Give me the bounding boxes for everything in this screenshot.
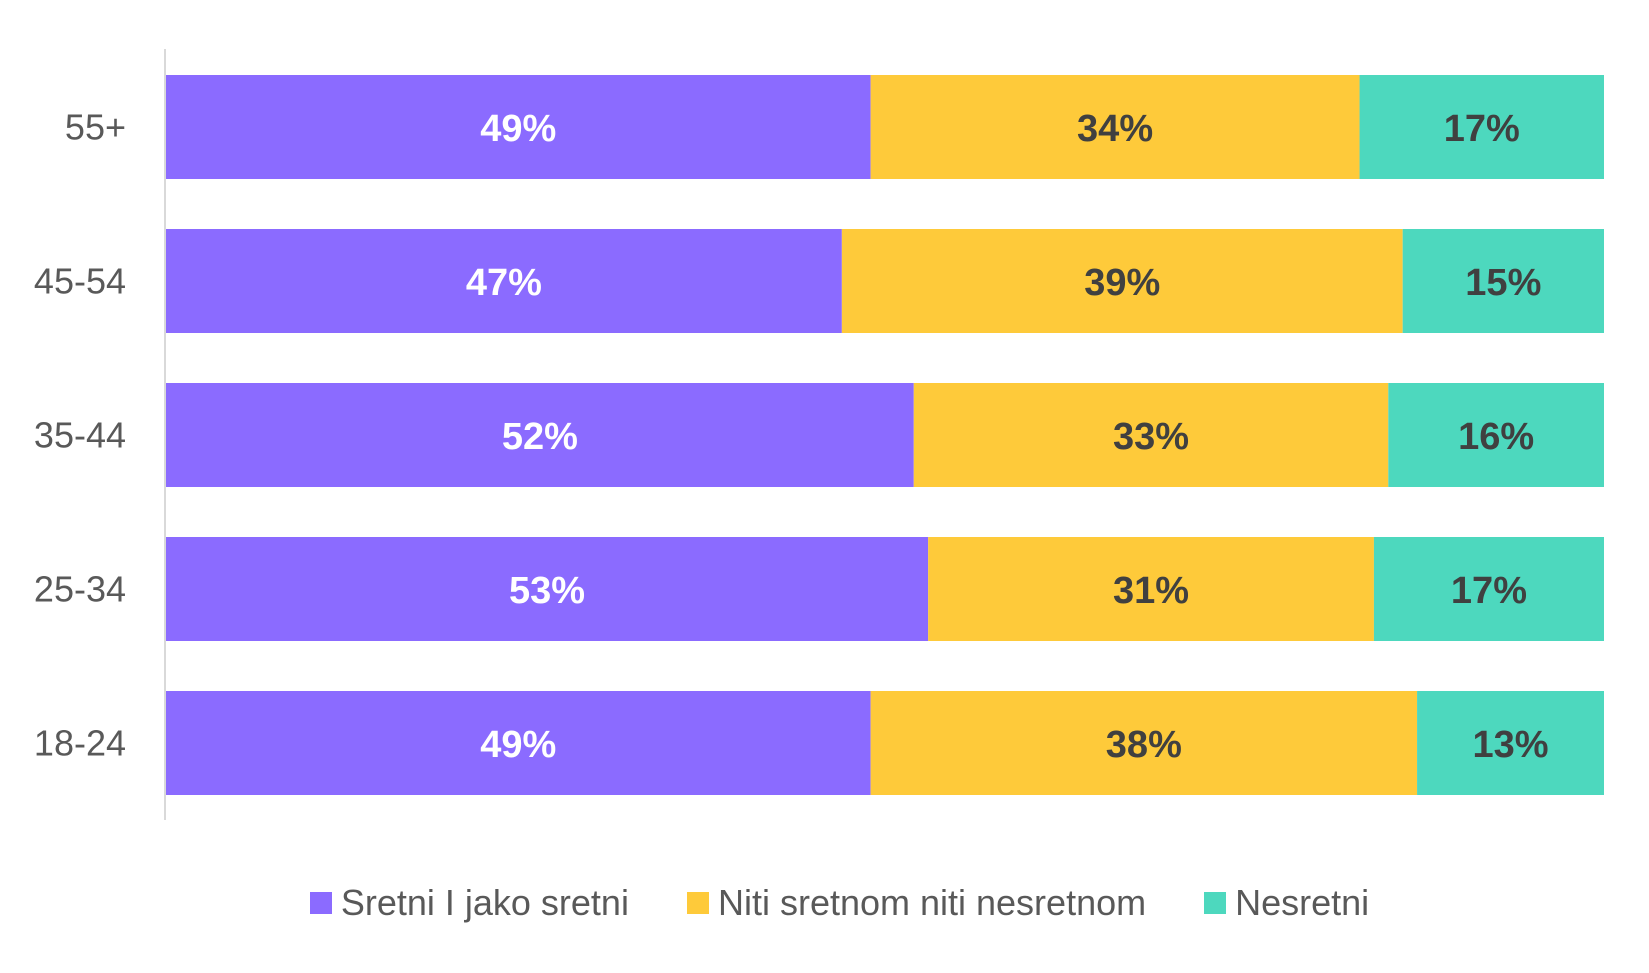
category-label-55plus: 55+	[65, 107, 126, 148]
legend-item-niti: Niti sretnom niti nesretnom	[686, 882, 1147, 924]
bar-35-44-series-0	[166, 383, 914, 487]
chart: 55+ 49% 34% 17% 45-54 47% 39% 15% 35-44 52% 33% 16%…	[34, 49, 1604, 820]
bar-35-44-series-1	[913, 383, 1389, 487]
value-label-55plus-series-1: 34%	[1077, 108, 1153, 150]
bar-25-34-series-2	[1373, 537, 1604, 641]
bar-55plus-series-0	[166, 75, 871, 179]
category-label-35-44: 35-44	[34, 415, 126, 456]
value-label-25-34-series-2: 17%	[1451, 570, 1527, 612]
bar-18-24-series-2	[1417, 691, 1604, 795]
category-label-25-34: 25-34	[34, 569, 126, 610]
legend-item-nesretni: Nesretni	[1204, 882, 1369, 924]
bar-45-54-series-1	[841, 229, 1403, 333]
value-label-35-44-series-0: 52%	[502, 416, 578, 458]
value-label-18-24-series-1: 38%	[1106, 724, 1182, 766]
bars-layer	[166, 75, 1604, 795]
bar-55plus-series-1	[870, 75, 1360, 179]
legend-swatch-niti	[686, 892, 709, 914]
value-label-55plus-series-2: 17%	[1444, 108, 1520, 150]
category-label-45-54: 45-54	[34, 261, 126, 302]
value-label-35-44-series-1: 33%	[1113, 416, 1189, 458]
value-label-18-24-series-2: 13%	[1472, 724, 1548, 766]
bar-45-54-series-0	[166, 229, 842, 333]
value-label-55plus-series-0: 49%	[480, 108, 556, 150]
legend-label-niti: Niti sretnom niti nesretnom	[717, 882, 1147, 923]
legend: Sretni I jako sretni Niti sretnom niti n…	[0, 882, 1649, 924]
bar-55plus-series-2	[1359, 75, 1604, 179]
legend-label-sretni: Sretni I jako sretni	[340, 882, 629, 923]
value-label-35-44-series-2: 16%	[1458, 416, 1534, 458]
bar-25-34-series-1	[928, 537, 1374, 641]
bar-25-34-series-0	[166, 537, 929, 641]
legend-item-sretni: Sretni I jako sretni	[309, 882, 629, 924]
legend-label-nesretni: Nesretni	[1235, 882, 1370, 923]
value-label-25-34-series-1: 31%	[1113, 570, 1189, 612]
bar-35-44-series-2	[1388, 383, 1604, 487]
value-label-45-54-series-1: 39%	[1084, 262, 1160, 304]
bar-18-24-series-1	[870, 691, 1418, 795]
value-label-45-54-series-2: 15%	[1465, 262, 1541, 304]
value-label-45-54-series-0: 47%	[466, 262, 542, 304]
category-label-18-24: 18-24	[34, 723, 126, 764]
value-label-18-24-series-0: 49%	[480, 724, 556, 766]
labels-layer: 55+ 49% 34% 17% 45-54 47% 39% 15% 35-44 52% 33% 16%…	[34, 107, 1549, 767]
legend-swatch-nesretni	[1204, 892, 1227, 914]
bar-45-54-series-2	[1402, 229, 1604, 333]
bar-18-24-series-0	[166, 691, 871, 795]
legend-swatch-sretni	[309, 892, 332, 914]
value-label-25-34-series-0: 53%	[509, 570, 585, 612]
